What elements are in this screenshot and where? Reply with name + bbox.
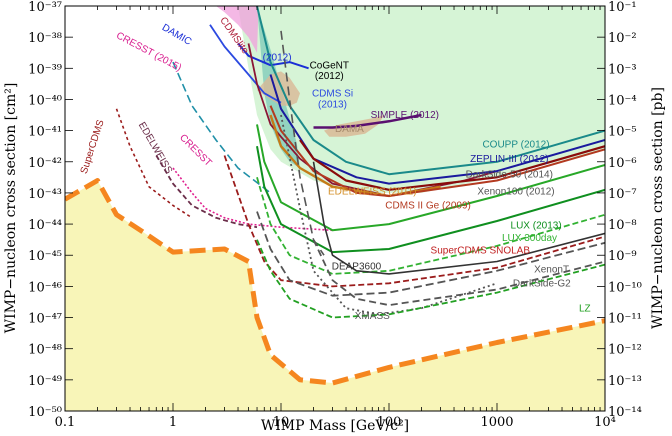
y-tick-label-right: 10⁻¹³ xyxy=(608,374,642,389)
curve-zeplin-iii-2012 xyxy=(269,74,605,185)
label-darkside-g2: DarkSide-G2 xyxy=(513,278,571,289)
y-tick-label-right: 10⁻¹⁴ xyxy=(608,405,642,420)
label-xmass: XMASS xyxy=(355,311,390,322)
x-tick-label: 1000 xyxy=(480,415,513,430)
y-tick-label-left: 10⁻⁴⁷ xyxy=(28,312,62,327)
y-tick-label-right: 10⁻¹⁰ xyxy=(608,280,642,295)
limit-curves xyxy=(65,6,605,386)
y-tick-label-left: 10⁻³⁹ xyxy=(28,62,62,77)
y-tick-label-right: 10⁻⁹ xyxy=(608,249,637,264)
plot-frame xyxy=(64,5,606,412)
label-lz: LZ xyxy=(579,303,591,314)
y-tick-label-left: 10⁻⁵⁰ xyxy=(28,405,62,420)
label-deap3600: DEAP3600 xyxy=(332,261,382,272)
region-excluded-region xyxy=(238,6,605,193)
y-tick-labels-left: 10⁻³⁷ 10⁻³⁸ 10⁻³⁹ 10⁻⁴⁰ 10⁻⁴¹ 10⁻⁴² 10⁻⁴³ 10⁻⁴⁴… xyxy=(28,0,62,420)
label-lux-2013: LUX (2013) xyxy=(511,221,562,232)
x-tick-labels: 0.1 1 10 100 1000 10⁴ xyxy=(55,415,616,430)
y-axis-title-left: WIMP−nucleon cross section [cm²] xyxy=(3,83,19,334)
x-tick-label: 0.1 xyxy=(55,415,76,430)
label-cdms-ii-ge-2009: CDMS II Ge (2009) xyxy=(385,201,471,212)
curve-xenont xyxy=(256,211,605,297)
label-supercdms-snolab: SuperCDMS SNOLAB xyxy=(431,246,531,257)
label-dama: DAMA xyxy=(335,124,364,135)
curve-xenon100-2012 xyxy=(256,124,605,232)
label-simple-2012: SIMPLE (2012) xyxy=(371,110,439,121)
y-tick-label-right: 10⁻⁴ xyxy=(608,94,637,109)
y-tick-label-left: 10⁻⁴¹ xyxy=(28,125,62,140)
axis-ticks xyxy=(64,5,605,412)
curve-cdms-ii-ge-2009 xyxy=(269,105,605,197)
curve-neutrino-floor xyxy=(65,178,605,386)
curve-xenon10-2012 xyxy=(237,42,309,70)
label-xenon100-2012: Xenon100 (2012) xyxy=(477,187,554,198)
label-zeplin-iii-2012: ZEPLIN-III (2012) xyxy=(470,154,548,165)
curve-lux-300day xyxy=(256,177,605,275)
curve-darkside-g2 xyxy=(312,239,605,307)
y-tick-labels-right: 10⁻¹ 10⁻² 10⁻³ 10⁻⁴ 10⁻⁵ 10⁻⁶ 10⁻⁷ 10⁻⁸ 10⁻⁹ 10⁻¹… xyxy=(608,0,642,420)
y-tick-label-right: 10⁻¹ xyxy=(608,0,637,15)
curve-lz xyxy=(256,239,605,319)
y-tick-label-left: 10⁻⁴⁴ xyxy=(28,218,62,233)
y-tick-label-left: 10⁻⁴⁵ xyxy=(28,249,62,264)
label-2013: (2013) xyxy=(318,99,347,110)
y-tick-label-right: 10⁻¹² xyxy=(608,343,642,358)
curve-xmass xyxy=(280,114,498,316)
region-neutrino-floor xyxy=(65,180,605,411)
x-tick-label: 1 xyxy=(169,415,177,430)
y-tick-label-right: 10⁻⁶ xyxy=(608,156,637,171)
y-tick-label-left: 10⁻³⁷ xyxy=(28,0,62,15)
y-tick-label-right: 10⁻⁸ xyxy=(608,218,637,233)
curve-lux-2013 xyxy=(256,146,605,254)
y-tick-label-left: 10⁻⁴⁰ xyxy=(28,94,62,109)
curve-simple-2012 xyxy=(313,113,422,129)
curve-cresst xyxy=(172,167,333,232)
y-tick-label-left: 10⁻⁴⁶ xyxy=(28,280,62,295)
x-tick-label: 10 xyxy=(273,415,290,430)
curve-darkside-50-2014 xyxy=(299,139,605,191)
label-edelweiss-2011: EDELWEISS (2011) xyxy=(328,187,417,198)
curve-supercdms-snolab xyxy=(223,155,605,288)
y-tick-label-right: 10⁻² xyxy=(608,31,637,46)
label-lux-300day: LUX 300day xyxy=(502,233,557,244)
label-xenont: XenonT xyxy=(534,264,569,275)
label-2012: (2012) xyxy=(263,53,292,64)
y-tick-label-left: 10⁻⁴² xyxy=(28,156,62,171)
curve-cdms-si xyxy=(247,43,498,197)
label-coupp-2012: COUPP (2012) xyxy=(482,140,549,151)
region-cogent-region xyxy=(257,71,300,106)
curve-damic xyxy=(209,24,282,104)
curve-dashed-boundary xyxy=(280,30,325,256)
label-darkside-50-2014: DarkSide-50 (2014) xyxy=(466,169,553,180)
label-cdms-si: CDMS Si xyxy=(312,88,353,99)
y-tick-label-right: 10⁻⁵ xyxy=(608,125,637,140)
y-tick-label-left: 10⁻⁴⁸ xyxy=(28,343,62,358)
x-tick-label: 100 xyxy=(377,415,402,430)
label-cogent: CoGeNT xyxy=(310,60,349,71)
y-axis-title-right: WIMP−nucleon cross section [pb] xyxy=(650,87,666,329)
curve-coupp-2012 xyxy=(256,6,605,176)
label-2012: (2012) xyxy=(315,71,344,82)
curve-cdmslite xyxy=(172,61,271,194)
y-tick-label-left: 10⁻³⁸ xyxy=(28,31,62,46)
y-tick-label-right: 10⁻¹¹ xyxy=(608,312,642,327)
curve-supercdms xyxy=(115,108,193,219)
x-axis-title: WIMP Mass [GeV/c²] xyxy=(261,418,409,434)
x-tick-label: 10⁴ xyxy=(594,415,616,430)
y-tick-label-right: 10⁻⁷ xyxy=(608,187,637,202)
y-tick-label-right: 10⁻³ xyxy=(608,62,637,77)
curve-deap3600 xyxy=(312,161,605,275)
curve-edelweiss xyxy=(155,155,258,229)
y-tick-label-left: 10⁻⁴⁹ xyxy=(28,374,62,389)
region-cresst-region xyxy=(216,6,259,53)
y-tick-label-left: 10⁻⁴³ xyxy=(28,187,62,202)
